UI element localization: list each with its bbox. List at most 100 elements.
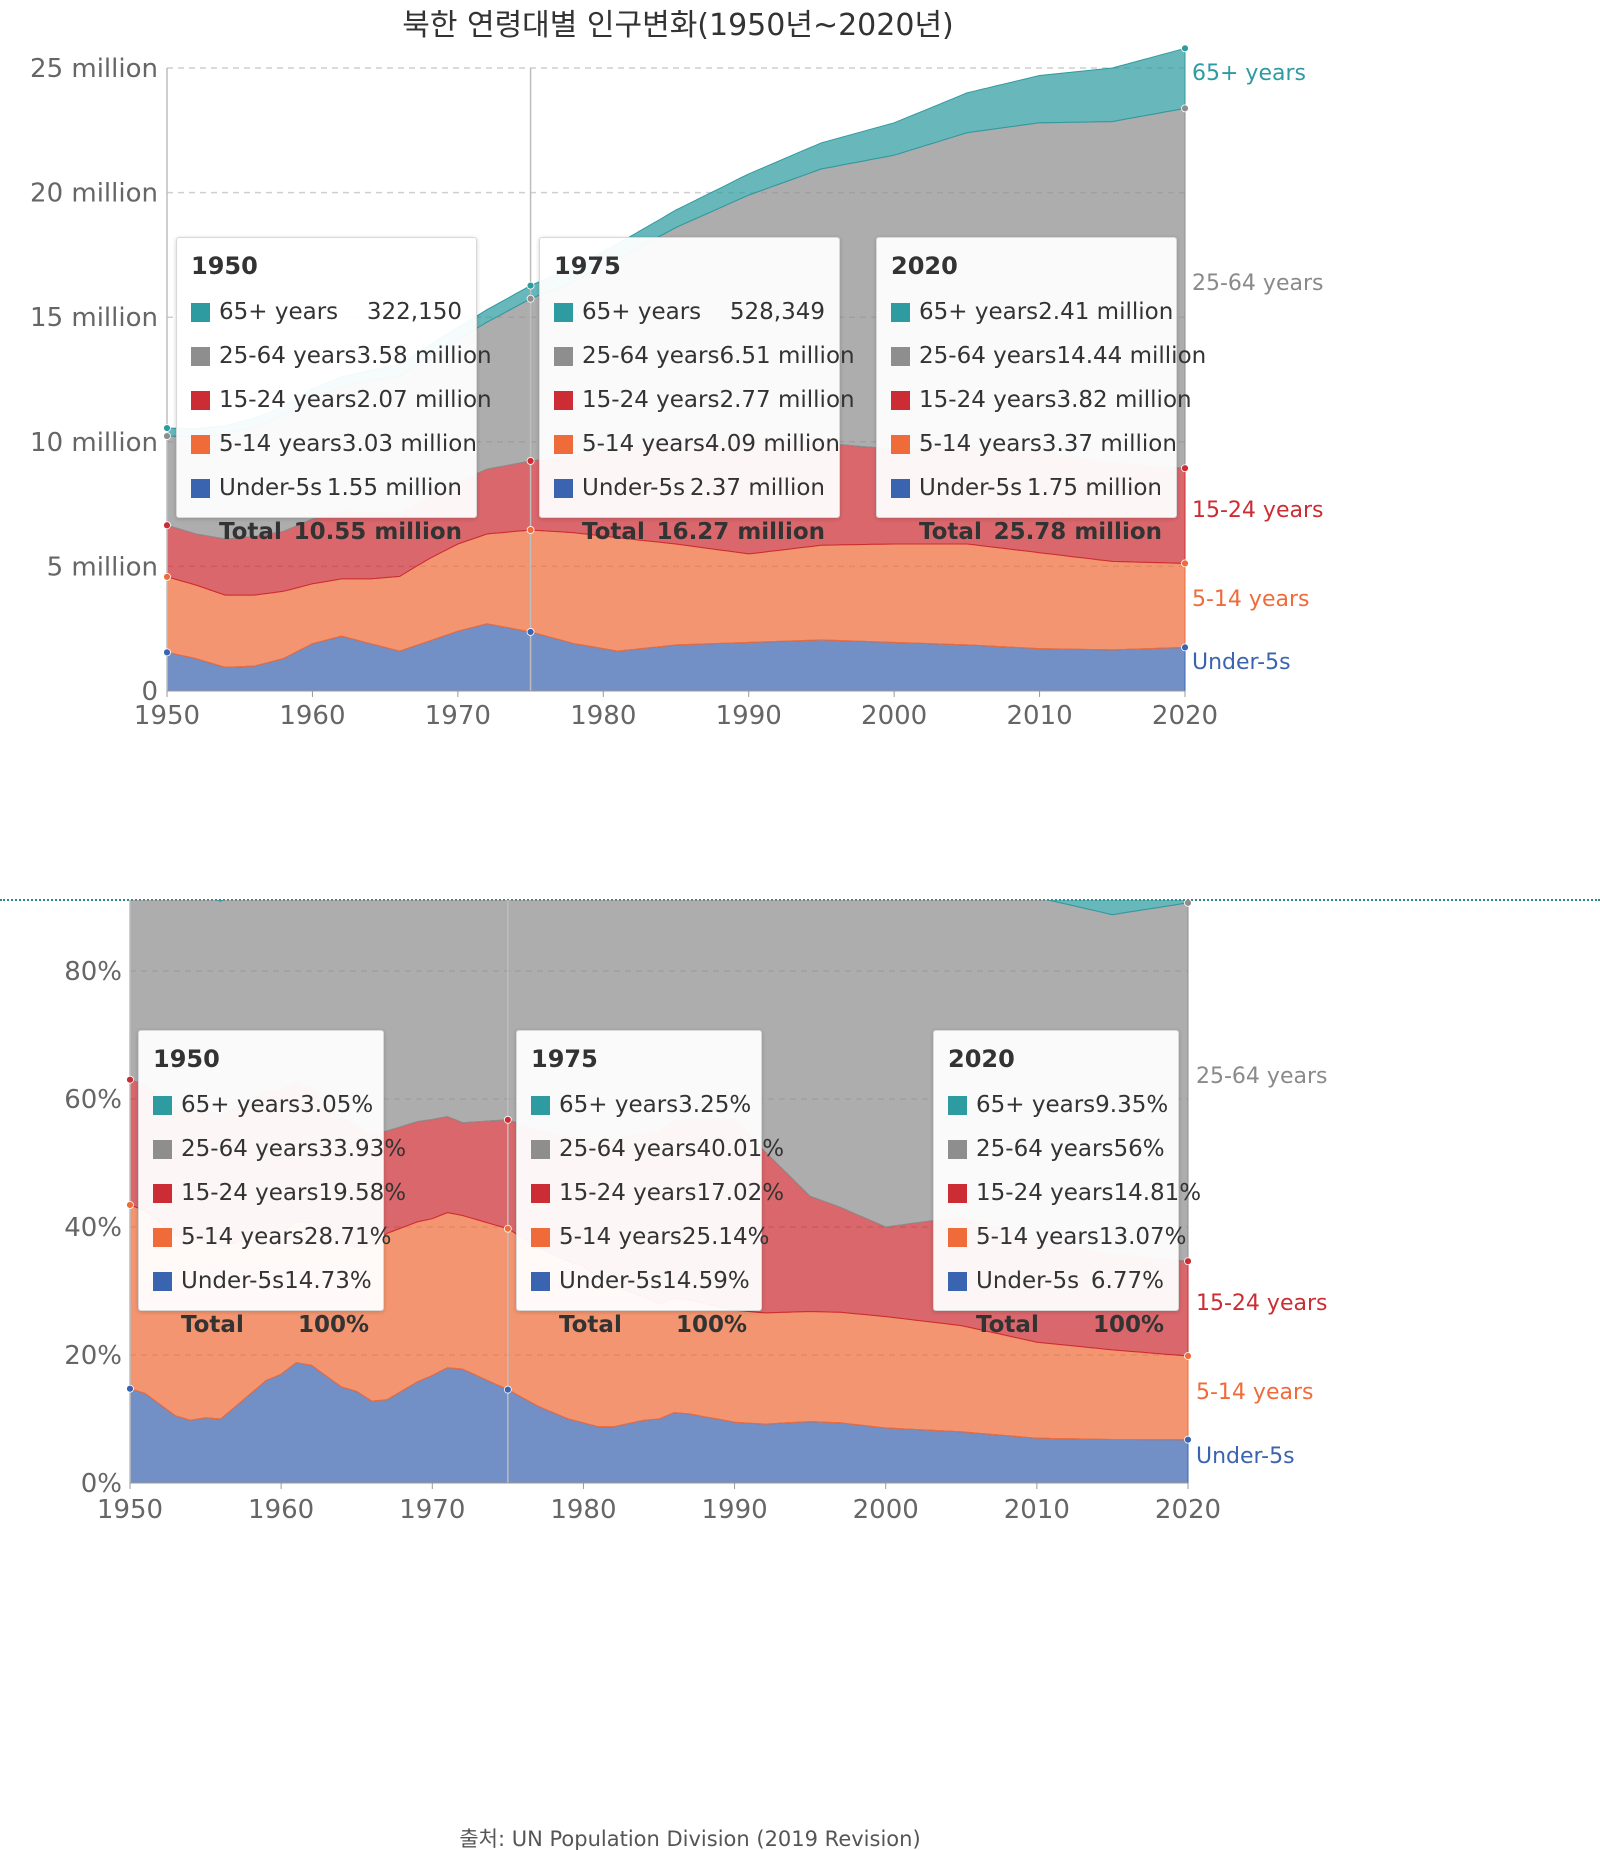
- tooltip-series-value: 3.05%: [300, 1092, 374, 1118]
- tooltip-total-row: Total 25.78 million: [891, 510, 1162, 554]
- tooltip-row: 65+ years 9.35%: [948, 1083, 1168, 1127]
- tooltip-total-row: Total 16.27 million: [554, 510, 825, 554]
- tooltip-row: 25-64 years 40.01%: [531, 1127, 784, 1171]
- tooltip-series-name: 15-24 years: [559, 1180, 697, 1206]
- legend-swatch: [948, 1095, 967, 1115]
- tooltip-row: 5-14 years 25.14%: [531, 1215, 770, 1259]
- tooltip-series-name: 15-24 years: [976, 1180, 1114, 1206]
- tooltip-series-value: 14.73%: [284, 1268, 372, 1294]
- y-tick-label: 20 million: [30, 179, 158, 209]
- tooltip-series-value: 3.58 million: [356, 343, 492, 369]
- source-note: 출처: UN Population Division (2019 Revisio…: [459, 1827, 920, 1850]
- legend-swatch: [153, 1139, 172, 1159]
- tooltip-series-value: 3.03 million: [341, 431, 477, 457]
- point-marker: [526, 281, 535, 290]
- tooltip-row: 5-14 years 3.37 million: [891, 422, 1177, 466]
- tooltip-series-name: 15-24 years: [181, 1180, 319, 1206]
- tooltip-total-value: 100%: [675, 1312, 747, 1338]
- tooltip-row: 5-14 years 13.07%: [948, 1215, 1187, 1259]
- tooltip-series-name: Under-5s: [919, 475, 1023, 501]
- tooltip-series-value: 56%: [1113, 1136, 1165, 1162]
- tooltip-series-value: 3.25%: [678, 1092, 752, 1118]
- legend-swatch: [531, 1095, 550, 1115]
- tooltip-row: 25-64 years 14.44 million: [891, 334, 1206, 378]
- point-marker: [126, 1201, 134, 1209]
- tooltip-series-name: 5-14 years: [976, 1224, 1099, 1250]
- legend-swatch: [531, 1271, 550, 1291]
- tooltip-row: 15-24 years 14.81%: [948, 1171, 1201, 1215]
- tooltip-total-row: Total 100%: [948, 1303, 1164, 1347]
- series-end-label: 15-24 years: [1192, 498, 1323, 523]
- tooltip-series-name: 65+ years: [181, 1092, 301, 1118]
- series-end-label: 15-24 years: [1196, 1291, 1327, 1316]
- tooltip-series-value: 3.37 million: [1041, 431, 1177, 457]
- tooltip-series-name: 25-64 years: [219, 343, 357, 369]
- tooltip-series-name: Under-5s: [219, 475, 323, 501]
- tooltip-total-label: Total: [181, 1312, 244, 1338]
- tooltip-1950: 1950 65+ years 3.05% 25-64 years 33.93% 15-24…: [138, 1030, 406, 1338]
- tooltip-year: 1950: [191, 252, 258, 280]
- tooltip-row: 15-24 years 3.82 million: [891, 378, 1192, 422]
- legend-swatch: [554, 302, 573, 322]
- tooltip-series-name: 25-64 years: [559, 1136, 697, 1162]
- point-marker: [126, 1075, 134, 1084]
- legend-swatch: [891, 390, 910, 410]
- tooltip-row: 5-14 years 4.09 million: [554, 422, 840, 466]
- tooltip-row: 25-64 years 3.58 million: [191, 334, 492, 378]
- legend-swatch: [891, 302, 910, 322]
- legend-swatch: [153, 1271, 172, 1291]
- tooltip-series-name: 5-14 years: [219, 431, 342, 457]
- tooltip-series-name: Under-5s: [559, 1268, 663, 1294]
- tooltip-total-value: 100%: [1092, 1312, 1164, 1338]
- legend-swatch: [948, 1139, 967, 1159]
- x-tick-label: 2000: [853, 1495, 919, 1525]
- tooltip-year: 2020: [948, 1045, 1015, 1073]
- tooltip-series-value: 2.37 million: [689, 475, 825, 501]
- x-tick-label: 2020: [1152, 701, 1218, 731]
- y-tick-label: 0: [141, 677, 158, 707]
- series-end-label: 25-64 years: [1196, 1064, 1327, 1089]
- tooltip-row: 15-24 years 19.58%: [153, 1171, 406, 1215]
- tooltip-2020: 2020 65+ years 2.41 million 25-64 years 14.4…: [876, 237, 1206, 545]
- tooltip-total-row: Total 100%: [153, 1303, 369, 1347]
- tooltip-series-value: 40.01%: [696, 1136, 785, 1162]
- point-marker: [163, 432, 171, 440]
- tooltip-series-name: 25-64 years: [181, 1136, 319, 1162]
- tooltip-series-value: 528,349: [729, 299, 825, 325]
- point-marker: [1181, 643, 1189, 652]
- tooltip-total-label: Total: [559, 1312, 622, 1338]
- tooltip-total-value: 16.27 million: [656, 519, 825, 545]
- tooltip-row: 65+ years 3.25%: [531, 1083, 751, 1127]
- point-marker: [1184, 1435, 1192, 1444]
- tooltip-series-name: 65+ years: [582, 299, 702, 325]
- y-tick-label: 0%: [81, 1469, 122, 1499]
- tooltip-1950: 1950 65+ years 322,150 25-64 years 3.58 mill…: [176, 237, 492, 545]
- tooltip-total-label: Total: [219, 519, 282, 545]
- tooltip-series-value: 14.81%: [1113, 1180, 1202, 1206]
- tooltip-series-value: 1.55 million: [326, 475, 462, 501]
- tooltip-series-name: Under-5s: [582, 475, 686, 501]
- point-marker: [1181, 464, 1189, 473]
- series-end-label: Under-5s: [1196, 1444, 1295, 1469]
- y-tick-label: 20%: [64, 1341, 122, 1371]
- tooltip-series-value: 9.35%: [1095, 1092, 1169, 1118]
- x-tick-label: 1960: [248, 1495, 314, 1525]
- point-marker: [503, 1385, 512, 1394]
- y-tick-label: 5 million: [47, 552, 158, 582]
- tooltip-series-name: 65+ years: [919, 299, 1039, 325]
- legend-swatch: [891, 434, 910, 454]
- legend-swatch: [531, 1139, 550, 1159]
- tooltip-row: 15-24 years 2.07 million: [191, 378, 492, 422]
- point-marker: [163, 648, 171, 657]
- point-marker: [503, 1115, 512, 1124]
- series-end-label: Under-5s: [1192, 650, 1291, 675]
- tooltip-row: Under-5s 14.59%: [531, 1259, 750, 1303]
- legend-swatch: [554, 346, 573, 366]
- x-tick-label: 2010: [1004, 1495, 1070, 1525]
- y-tick-label: 60%: [64, 1085, 122, 1115]
- series-end-label: 5-14 years: [1192, 587, 1309, 612]
- legend-swatch: [153, 1095, 172, 1115]
- tooltip-series-name: Under-5s: [976, 1268, 1080, 1294]
- tooltip-row: Under-5s 1.75 million: [891, 466, 1162, 510]
- legend-swatch: [191, 302, 210, 322]
